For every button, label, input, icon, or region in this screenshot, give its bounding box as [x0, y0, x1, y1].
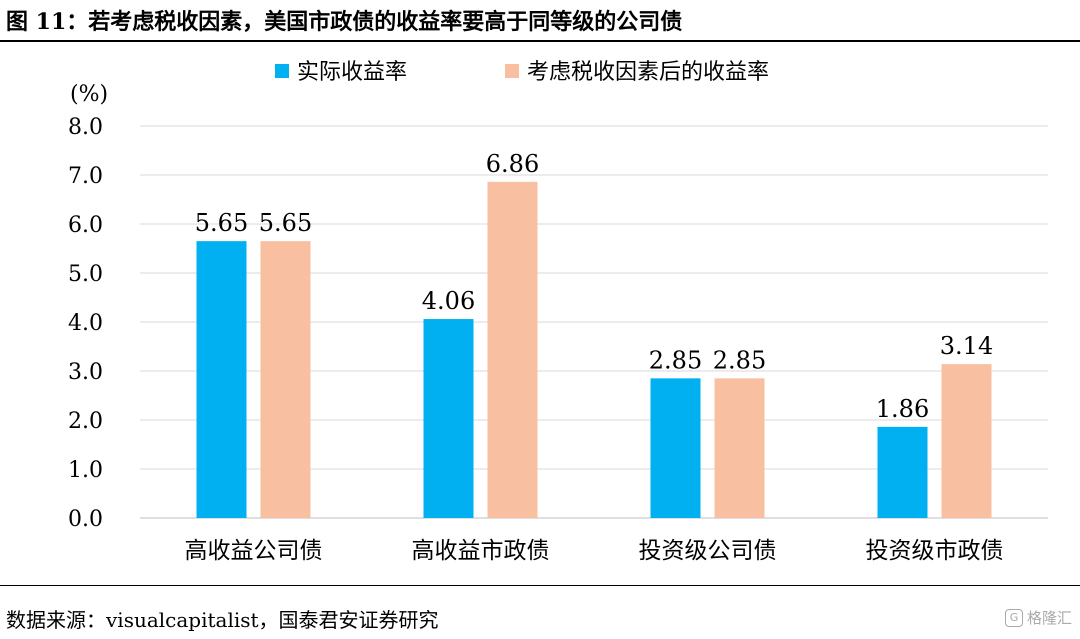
data-label: 5.65 — [195, 209, 248, 237]
bar — [487, 181, 538, 519]
source-note: 数据来源：visualcapitalist，国泰君安证券研究 — [6, 608, 439, 632]
bar — [196, 241, 247, 518]
y-unit-label: (%) — [70, 82, 108, 107]
watermark: G 格隆汇 — [1004, 607, 1072, 628]
bar-chart: 0.01.02.03.04.05.06.07.08.0 (%) 5.65 5.65… — [68, 60, 1048, 564]
title-divider — [0, 40, 1080, 42]
bar — [650, 378, 701, 518]
x-tick-label: 高收益公司债 — [185, 538, 323, 564]
y-tick-label: 2.0 — [68, 409, 103, 434]
y-tick-label: 5.0 — [68, 262, 103, 287]
y-tick-label: 8.0 — [68, 115, 103, 140]
figure-title: 图 11：若考虑税收因素，美国市政债的收益率要高于同等级的公司债 — [6, 9, 683, 35]
x-tick-label: 投资级市政债 — [866, 538, 1004, 564]
bars — [196, 181, 992, 519]
bar — [877, 426, 928, 518]
data-labels: 5.65 5.65 4.06 6.86 2.85 2.85 1.86 3.14 — [195, 150, 993, 423]
data-label: 2.85 — [713, 346, 766, 374]
legend: 实际收益率 考虑税收因素后的收益率 — [275, 60, 769, 85]
data-label: 5.65 — [259, 209, 312, 237]
bar — [423, 319, 474, 518]
x-tick-label: 高收益市政债 — [412, 538, 550, 564]
legend-swatch — [505, 64, 519, 78]
y-tick-label: 6.0 — [68, 213, 103, 238]
data-label: 6.86 — [486, 150, 539, 178]
bar — [941, 364, 992, 518]
x-tick-label: 投资级公司债 — [639, 538, 777, 564]
y-tick-label: 3.0 — [68, 360, 103, 385]
bar — [714, 378, 765, 518]
watermark-logo-icon: G — [1004, 608, 1023, 627]
footer-divider — [0, 585, 1080, 586]
bar — [260, 241, 311, 518]
y-tick-label: 1.0 — [68, 458, 103, 483]
legend-swatch — [275, 64, 289, 78]
legend-label: 考虑税收因素后的收益率 — [527, 60, 769, 85]
data-label: 3.14 — [940, 332, 993, 360]
watermark-text: 格隆汇 — [1026, 609, 1072, 627]
data-label: 4.06 — [422, 287, 475, 315]
y-tick-label: 0.0 — [68, 507, 103, 532]
data-label: 2.85 — [649, 346, 702, 374]
x-tick-labels: 高收益公司债 高收益市政债 投资级公司债 投资级市政债 — [185, 538, 1004, 564]
y-tick-label: 7.0 — [68, 164, 103, 189]
y-tick-labels: 0.0 1.0 2.0 3.0 4.0 5.0 6.0 7.0 8.0 — [68, 115, 103, 532]
legend-label: 实际收益率 — [297, 60, 407, 85]
data-label: 1.86 — [876, 395, 929, 423]
y-tick-label: 4.0 — [68, 311, 103, 336]
